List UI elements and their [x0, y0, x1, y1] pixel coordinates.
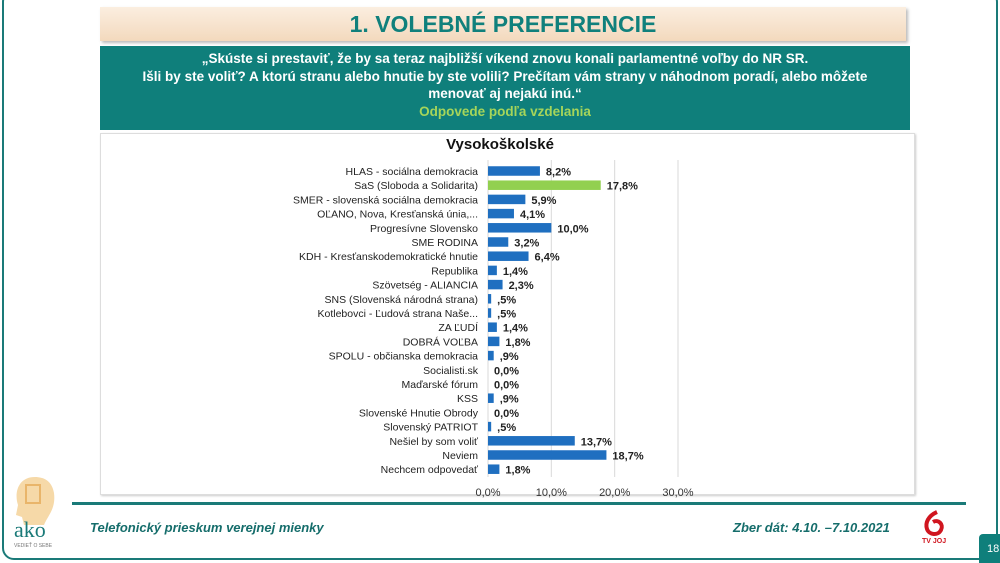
bar — [488, 294, 492, 304]
category-label: KSS — [457, 393, 478, 405]
chart-box — [100, 133, 915, 495]
data-label: ,9% — [500, 351, 519, 363]
x-tick-label: 10,0% — [536, 487, 567, 499]
category-label: SNS (Slovenská národná strana) — [325, 294, 479, 306]
data-label: ,5% — [497, 422, 516, 434]
category-label: ZA ĽUDÍ — [438, 321, 478, 334]
category-label: Socialisti.sk — [423, 365, 479, 377]
bar — [488, 336, 500, 347]
data-label: 5,9% — [531, 195, 556, 207]
bar — [488, 464, 500, 474]
footer-divider — [72, 502, 966, 505]
category-label: Nechcem odpovedať — [381, 464, 479, 476]
data-label: 17,8% — [607, 181, 638, 193]
bar — [488, 237, 509, 247]
category-label: Neviem — [442, 450, 478, 462]
data-label: 1,4% — [503, 266, 528, 278]
category-label: Kotlebovci - Ľudová strana Naše... — [317, 308, 478, 320]
data-label: 18,7% — [612, 451, 643, 463]
bar — [488, 166, 540, 176]
data-label: 0,0% — [494, 380, 519, 392]
data-label: 10,0% — [557, 223, 588, 235]
data-label: 3,2% — [514, 238, 539, 250]
footer-survey-label: Telefonický prieskum verejnej mienky — [90, 520, 324, 535]
category-label: DOBRÁ VOĽBA — [403, 335, 478, 348]
page-title: 1. VOLEBNÉ PREFERENCIE — [100, 7, 906, 41]
question-subtitle: Odpovede podľa vzdelania — [419, 103, 591, 119]
bar — [488, 208, 514, 219]
data-label: ,9% — [500, 394, 519, 406]
ako-logo: ako VEDIEŤ O SEBE — [14, 477, 55, 549]
bar — [488, 308, 492, 318]
category-label: Progresívne Slovensko — [370, 223, 478, 235]
category-label: Maďarské fórum — [402, 379, 479, 391]
category-label: SPOLU - občianska demokracia — [329, 351, 479, 363]
data-label: 0,0% — [494, 408, 519, 420]
bar — [488, 421, 492, 432]
data-label: 1,8% — [505, 465, 530, 477]
bar — [488, 223, 552, 233]
data-label: 1,8% — [505, 337, 530, 349]
bar — [488, 251, 529, 261]
category-label: SME RODINA — [411, 237, 478, 249]
x-tick-label: 20,0% — [599, 487, 630, 499]
tvjoj-logo: TV JOJ — [922, 510, 946, 545]
data-label: 8,2% — [546, 167, 571, 179]
logo-text: ako — [14, 517, 46, 542]
category-label: KDH - Kresťanskodemokratické hnutie — [299, 251, 478, 263]
bar — [488, 322, 497, 332]
question-line-1: „Skúste si prestaviť, že by sa teraz naj… — [201, 51, 809, 66]
bar — [488, 180, 601, 190]
page-number: 18 — [979, 534, 1000, 563]
category-label: SMER - slovenská sociálna demokracia — [293, 194, 478, 206]
bar — [488, 279, 503, 290]
data-label: 6,4% — [535, 252, 560, 264]
x-tick-label: 0,0% — [475, 487, 500, 499]
x-tick-label: 30,0% — [662, 487, 693, 499]
data-label: 1,4% — [503, 323, 528, 335]
category-label: SaS (Sloboda a Solidarita) — [354, 180, 478, 192]
question-box: „Skúste si prestaviť, že by sa teraz naj… — [100, 46, 910, 130]
question-line-2: Išli by ste voliť? A ktorú stranu alebo … — [142, 68, 868, 102]
data-label: 0,0% — [494, 365, 519, 377]
data-label: 2,3% — [509, 280, 534, 292]
partner-label: TV JOJ — [922, 538, 946, 545]
category-label: Nešiel by som voliť — [389, 436, 479, 448]
bar — [488, 350, 494, 361]
category-label: OĽANO, Nova, Kresťanská únia,... — [317, 209, 478, 221]
chart-title: Vysokoškolské — [446, 136, 554, 153]
logo-tagline: VEDIEŤ O SEBE — [14, 541, 53, 549]
data-label: ,5% — [497, 309, 516, 321]
category-label: Szövetség - ALIANCIA — [372, 280, 478, 292]
category-label: Republika — [431, 265, 478, 277]
bar — [488, 450, 607, 460]
data-label: ,5% — [497, 294, 516, 306]
bar — [488, 436, 575, 446]
bar — [488, 265, 497, 276]
category-label: HLAS - sociálna demokracia — [346, 166, 479, 178]
bar — [488, 194, 526, 205]
category-label: Slovenský PATRIOT — [383, 422, 478, 434]
footer-date-label: Zber dát: 4.10. –7.10.2021 — [733, 520, 890, 535]
data-label: 13,7% — [581, 436, 612, 448]
bar — [488, 393, 494, 403]
category-label: Slovenské Hnutie Obrody — [359, 407, 479, 419]
data-label: 4,1% — [520, 209, 545, 221]
